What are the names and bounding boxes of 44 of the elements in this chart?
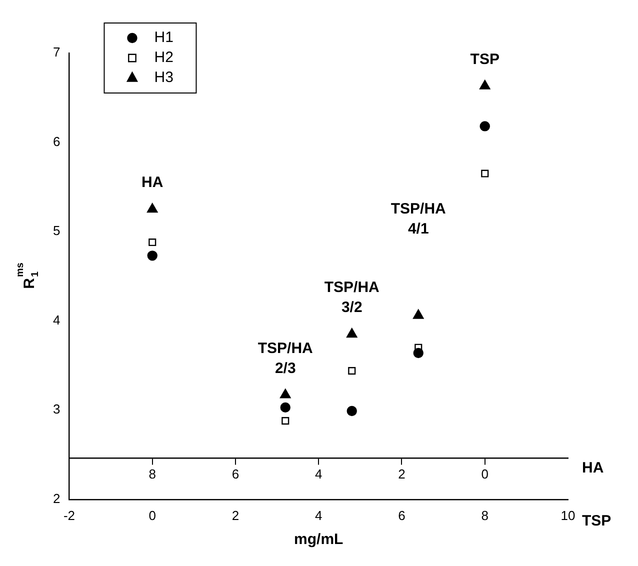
point [481, 170, 489, 178]
x-tick-label: -2 [63, 508, 76, 523]
x2-tick-label: 8 [148, 466, 156, 482]
legend-label: H2 [154, 49, 174, 66]
point [480, 121, 490, 132]
x-tick-label: 2 [232, 508, 240, 523]
point [148, 238, 156, 246]
x2-axis-title: HA [582, 459, 604, 476]
x-tick-label: 10 [560, 508, 576, 523]
annotation: TSP [470, 51, 500, 68]
legend-label: H1 [154, 29, 174, 46]
legend-label: H3 [154, 69, 174, 86]
point [282, 417, 290, 425]
point [413, 348, 424, 358]
point [348, 367, 356, 375]
text: TSP [582, 512, 612, 530]
annotation: TSP/HA 3/2 [324, 279, 380, 316]
point [346, 406, 357, 416]
y-tick-label: 7 [52, 44, 60, 60]
point [280, 402, 290, 413]
y-tick-label: 3 [52, 402, 60, 417]
point [147, 250, 158, 261]
x-tick-label: 4 [315, 508, 322, 523]
x-tick-label: 6 [398, 508, 406, 523]
x2-tick-label: 2 [398, 466, 406, 482]
point [346, 328, 358, 338]
y-tick-label: 2 [52, 490, 60, 506]
y-tick-label: 6 [52, 134, 60, 149]
x2-tick-label: 0 [481, 466, 488, 482]
x-tick-label: 0 [148, 508, 156, 523]
x-tick-label: 8 [481, 508, 488, 523]
x2-tick-label: 4 [315, 466, 322, 482]
x-axis-title: mg/mL [294, 531, 344, 548]
y-tick-label: 4 [52, 312, 60, 328]
x2-tick-label: 6 [232, 466, 240, 482]
point [413, 309, 424, 319]
annotation: TSP/HA 4/1 [390, 200, 446, 238]
y-axis-title: R1ms [15, 262, 42, 289]
point [280, 388, 291, 398]
annotation: HA [142, 174, 164, 192]
point [480, 80, 490, 90]
y-tick-label: 5 [52, 223, 60, 238]
point [146, 203, 158, 213]
annotation: TSP/HA 2/3 [258, 340, 314, 377]
